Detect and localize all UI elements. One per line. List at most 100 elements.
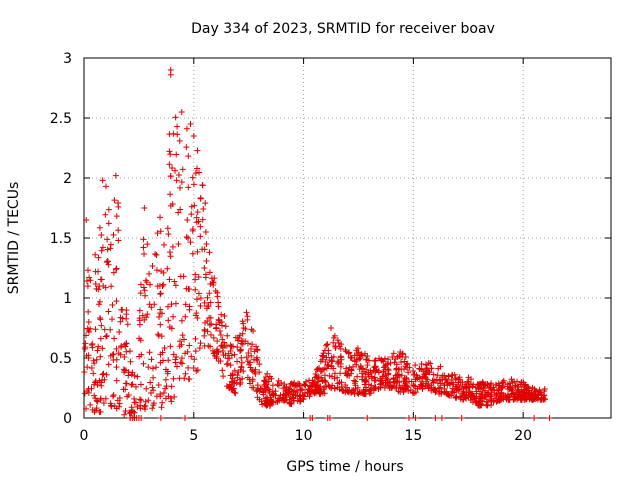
data-point bbox=[193, 367, 200, 374]
data-point bbox=[194, 248, 201, 255]
data-point bbox=[380, 373, 387, 380]
data-point bbox=[121, 341, 128, 348]
data-point bbox=[129, 381, 136, 388]
data-point bbox=[424, 365, 431, 372]
data-point bbox=[320, 352, 327, 359]
data-point bbox=[142, 398, 149, 405]
data-point bbox=[435, 385, 442, 392]
data-point bbox=[387, 360, 394, 367]
data-point bbox=[183, 285, 190, 292]
data-point bbox=[192, 335, 199, 342]
data-point bbox=[247, 380, 254, 387]
data-point bbox=[309, 415, 316, 421]
y-tick-label: 2.5 bbox=[50, 111, 72, 127]
data-point bbox=[182, 301, 189, 308]
data-point bbox=[201, 299, 208, 306]
data-point bbox=[168, 383, 175, 390]
data-point bbox=[536, 386, 543, 393]
data-point bbox=[195, 290, 202, 297]
data-point bbox=[170, 130, 177, 137]
y-tick-label: 2 bbox=[63, 171, 72, 187]
data-point bbox=[199, 246, 206, 253]
data-point bbox=[158, 404, 165, 411]
data-point bbox=[134, 373, 141, 380]
data-point bbox=[115, 203, 122, 210]
data-point bbox=[111, 335, 118, 342]
data-point bbox=[85, 326, 92, 333]
data-point bbox=[405, 387, 412, 394]
data-point bbox=[149, 262, 156, 269]
data-point bbox=[434, 372, 441, 379]
data-point bbox=[405, 415, 412, 421]
data-point bbox=[93, 405, 100, 412]
data-point bbox=[101, 376, 108, 383]
data-point bbox=[237, 346, 244, 353]
data-point bbox=[202, 200, 209, 207]
data-point bbox=[485, 389, 492, 396]
data-point bbox=[349, 387, 356, 394]
data-point bbox=[471, 394, 478, 401]
data-point bbox=[108, 283, 115, 290]
data-point bbox=[201, 342, 208, 349]
data-point bbox=[239, 330, 246, 337]
data-point bbox=[234, 374, 241, 381]
data-point bbox=[155, 381, 162, 388]
data-point bbox=[231, 380, 238, 387]
data-point bbox=[165, 357, 172, 364]
data-point bbox=[199, 216, 206, 223]
data-point bbox=[246, 376, 253, 383]
data-point bbox=[88, 342, 95, 349]
data-point bbox=[119, 306, 126, 313]
data-point bbox=[192, 276, 199, 283]
data-point bbox=[383, 375, 390, 382]
data-point bbox=[172, 356, 179, 363]
data-point bbox=[385, 356, 392, 363]
x-axis-label: GPS time / hours bbox=[286, 459, 403, 475]
data-point bbox=[344, 388, 351, 395]
data-point bbox=[154, 230, 161, 237]
data-point bbox=[97, 396, 104, 403]
data-point bbox=[187, 121, 194, 127]
data-point bbox=[122, 408, 129, 415]
data-point bbox=[265, 386, 272, 393]
data-point bbox=[262, 395, 269, 402]
data-point bbox=[86, 274, 93, 281]
data-point bbox=[172, 114, 179, 121]
data-point bbox=[476, 380, 483, 387]
data-point bbox=[84, 283, 91, 290]
data-point bbox=[93, 356, 100, 363]
data-point bbox=[146, 349, 153, 356]
data-point bbox=[438, 415, 445, 421]
data-point bbox=[261, 377, 268, 384]
data-point bbox=[87, 277, 94, 284]
data-point bbox=[222, 323, 229, 330]
data-point bbox=[176, 137, 183, 144]
plot-frame bbox=[83, 57, 612, 419]
data-point bbox=[215, 316, 222, 323]
data-point bbox=[87, 401, 94, 408]
data-point bbox=[347, 355, 354, 362]
data-point bbox=[159, 399, 166, 406]
data-point bbox=[390, 350, 397, 357]
data-point bbox=[188, 203, 195, 210]
data-point bbox=[189, 250, 196, 257]
data-point bbox=[183, 233, 190, 240]
data-point bbox=[84, 387, 91, 394]
data-point bbox=[364, 353, 371, 360]
data-point bbox=[330, 353, 337, 360]
data-point bbox=[153, 252, 160, 259]
data-point bbox=[258, 398, 265, 405]
data-point bbox=[238, 340, 245, 347]
data-point bbox=[95, 343, 102, 350]
data-point bbox=[484, 398, 491, 405]
data-point bbox=[107, 245, 114, 252]
data-point bbox=[90, 370, 97, 377]
data-point bbox=[264, 370, 271, 377]
data-point bbox=[146, 270, 153, 277]
data-point bbox=[162, 395, 169, 402]
data-point bbox=[162, 366, 169, 373]
data-point bbox=[509, 379, 516, 386]
data-point bbox=[94, 347, 101, 354]
data-point bbox=[103, 259, 110, 266]
data-point bbox=[110, 393, 117, 400]
